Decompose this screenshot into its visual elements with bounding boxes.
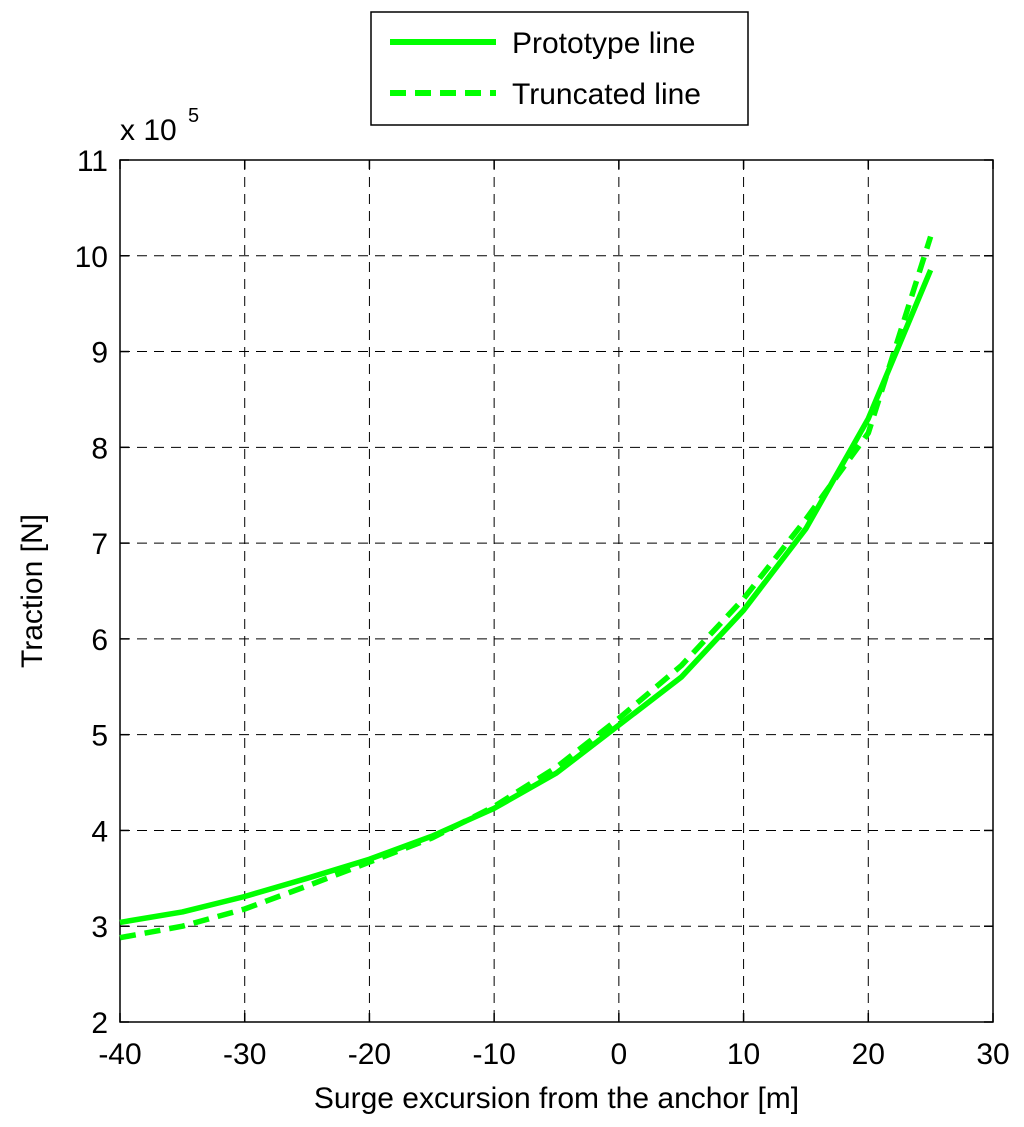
series-line-truncated [119,235,934,941]
y-tick-label: 4 [91,815,108,848]
x-tick-label: -30 [223,1038,266,1071]
x-tick-label: 0 [611,1038,628,1071]
legend-label-prototype-line: Prototype line [512,27,695,60]
y-tick-label: 11 [77,145,108,178]
y-tick-label: 3 [91,911,108,944]
ticks [119,159,994,1023]
plot-area-frame [119,159,994,1023]
x-tick-label: -10 [472,1038,515,1071]
y-tick-label: 2 [91,1007,108,1040]
y-tick-label: 6 [91,624,108,657]
x-tick-label: -40 [98,1038,141,1071]
legend-box [370,11,749,126]
grid [120,160,993,1022]
y-tick-label: 8 [91,432,108,465]
y-tick-labels: 2 3 4 5 6 7 8 9 10 11 [75,145,108,1040]
y-axis-multiplier: x 10 5 [120,105,199,147]
y-tick-label: 7 [91,528,108,561]
y-multiplier-base: x 10 [120,114,177,147]
x-tick-label: 30 [976,1038,1009,1071]
y-axis-label: Traction [N] [16,514,49,668]
series-line-prototype [119,269,934,926]
x-tick-labels: -40 -30 -20 -10 0 10 20 30 [98,1038,1009,1071]
y-multiplier-exponent: 5 [188,105,199,127]
y-tick-label: 9 [91,337,108,370]
x-tick-label: 10 [727,1038,760,1071]
y-tick-label: 5 [91,720,108,753]
series-group [119,235,934,941]
legend-label-truncated-line: Truncated line [512,78,701,111]
y-tick-label: 10 [75,241,108,274]
legend: Prototype line Truncated line [370,11,749,126]
x-tick-label: 20 [852,1038,885,1071]
x-axis-label: Surge excursion from the anchor [m] [314,1082,799,1115]
x-tick-label: -20 [348,1038,391,1071]
